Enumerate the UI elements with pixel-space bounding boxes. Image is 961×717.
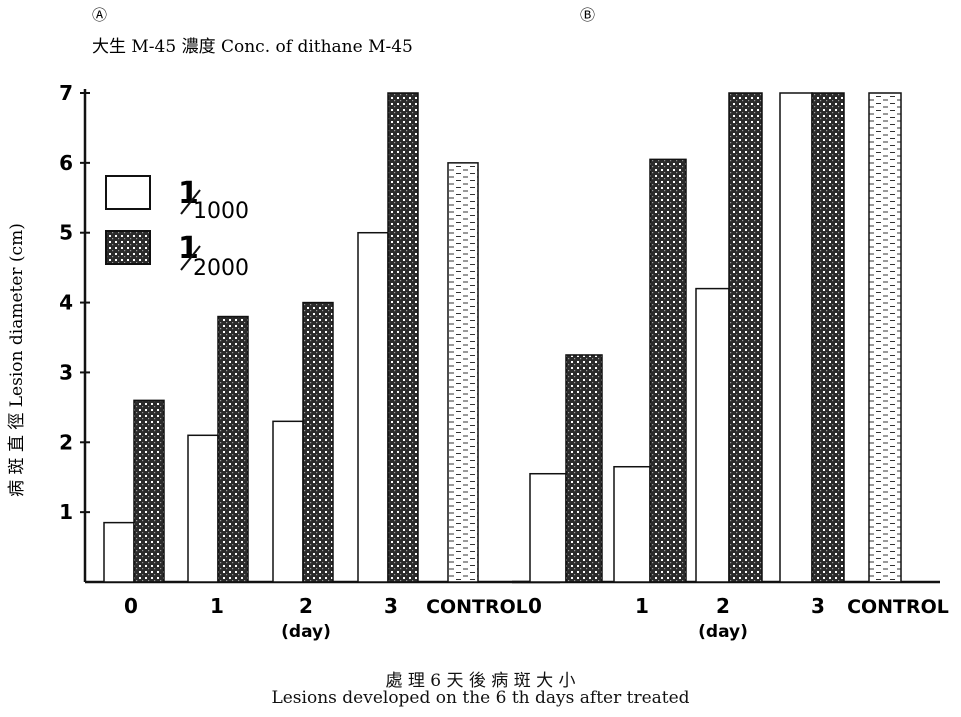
panel-a-bar-1-1000-day-1 bbox=[187, 434, 219, 583]
panel-b-bar-1-2000-day-0 bbox=[565, 354, 603, 583]
panel-b-mark: Ⓑ bbox=[580, 6, 595, 24]
panel-a-mark: Ⓐ bbox=[92, 6, 107, 24]
panel-a-bar-1-2000-day-1 bbox=[217, 315, 249, 583]
legend-fraction-slash-1 bbox=[180, 189, 201, 215]
panel-a-x-tick-label: 0 bbox=[124, 594, 138, 618]
panel-b-x-tick-label: 2 bbox=[716, 594, 730, 618]
panel-a-x-tick-label: 2 bbox=[299, 594, 313, 618]
panel-b-x-tick-label: 0 bbox=[528, 594, 542, 618]
legend-swatch-1-1000 bbox=[105, 175, 151, 210]
panel-b-bar-1-1000-day-3 bbox=[779, 92, 813, 583]
legend-fraction-slash-2 bbox=[180, 245, 201, 271]
panel-b-x-tick-label: CONTROL bbox=[847, 596, 949, 618]
panel-a-y-tick-label: 6 bbox=[59, 151, 73, 175]
panel-a-y-tick-label: 4 bbox=[59, 291, 73, 315]
panel-a-bar-1-1000-day-0 bbox=[103, 521, 135, 583]
legend-label-1-2000-numerator: 1 bbox=[178, 231, 199, 266]
panel-a-y-tick-label: 2 bbox=[59, 430, 73, 454]
panel-a-y-tick-label: 1 bbox=[59, 500, 73, 524]
panel-a-y-tick-label: 7 bbox=[59, 81, 73, 105]
panel-b-bar-control bbox=[868, 92, 902, 583]
panel-a-bar-1-1000-day-2 bbox=[272, 420, 304, 583]
panel-a-x-tick-label: CONTROL bbox=[426, 596, 528, 618]
panel-b-x-tick-label: 3 bbox=[811, 594, 825, 618]
panel-a-bar-1-1000-day-3 bbox=[357, 231, 389, 583]
legend: 1 1000 1 2000 bbox=[105, 175, 249, 281]
panel-b-bar-1-2000-day-3 bbox=[811, 92, 845, 583]
panel-a-y-tick-label: 5 bbox=[59, 221, 73, 245]
legend-label-1-2000-denominator: 2000 bbox=[193, 256, 249, 281]
panel-a-bar-1-2000-day-0 bbox=[133, 399, 165, 583]
panel-b-x-axis-label: (day) bbox=[698, 622, 748, 642]
panel-a-bar-1-2000-day-3 bbox=[387, 92, 419, 583]
panel-a-x-axis-label: (day) bbox=[281, 622, 331, 642]
panel-b-x-tick-label: 1 bbox=[635, 594, 649, 618]
y-axis-label: 病 斑 直 徑 Lesion diameter (cm) bbox=[7, 223, 27, 497]
panel-a-bar-1-2000-day-2 bbox=[302, 301, 334, 583]
panel-a-x-tick-label: 3 bbox=[384, 594, 398, 618]
panel-b-bar-1-1000-day-2 bbox=[695, 287, 730, 583]
panel-b-bar-1-1000-day-0 bbox=[529, 472, 567, 583]
caption-english: Lesions developed on the 6 th days after… bbox=[271, 688, 690, 708]
legend-label-1-1000-denominator: 1000 bbox=[193, 199, 249, 224]
caption-chinese: 處 理 6 天 後 病 斑 大 小 bbox=[385, 671, 576, 691]
panel-a-y-tick-label: 3 bbox=[59, 360, 73, 384]
panel-b-bar-1-2000-day-1 bbox=[649, 158, 687, 583]
panel-a-x-tick-label: 1 bbox=[210, 594, 224, 618]
panel-b-bar-1-1000-day-1 bbox=[613, 465, 651, 583]
legend-title: 大生 M-45 濃度 Conc. of dithane M-45 bbox=[92, 37, 413, 57]
panel-a-bar-control bbox=[447, 162, 479, 583]
panel-b-bar-1-2000-day-2 bbox=[728, 92, 763, 583]
legend-label-1-1000-numerator: 1 bbox=[178, 176, 199, 211]
legend-swatch-1-2000 bbox=[105, 230, 151, 265]
